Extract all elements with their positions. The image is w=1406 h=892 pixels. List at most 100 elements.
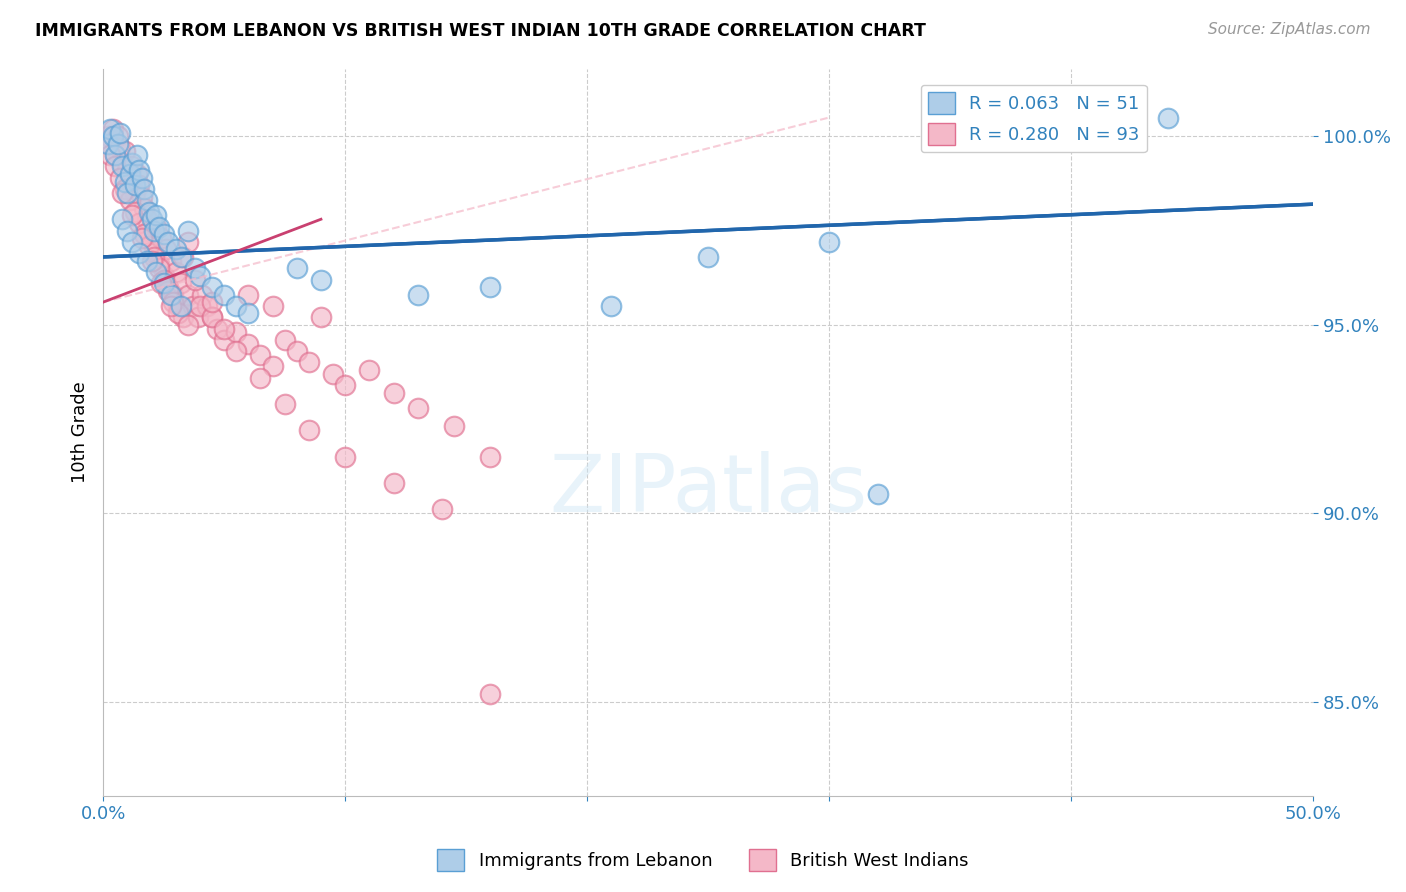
Point <box>333 378 356 392</box>
Point <box>479 450 502 464</box>
Point <box>201 280 224 294</box>
Point <box>212 287 235 301</box>
Point <box>101 121 124 136</box>
Point <box>697 250 720 264</box>
Point <box>141 253 163 268</box>
Point <box>205 321 228 335</box>
Point <box>177 287 200 301</box>
Point <box>141 235 163 249</box>
Point <box>195 299 218 313</box>
Point <box>201 295 224 310</box>
Point <box>382 385 405 400</box>
Point <box>150 277 173 291</box>
Point <box>479 280 502 294</box>
Point <box>225 344 247 359</box>
Point <box>128 178 150 193</box>
Point <box>155 243 177 257</box>
Y-axis label: 10th Grade: 10th Grade <box>72 381 89 483</box>
Point <box>285 344 308 359</box>
Point <box>142 223 165 237</box>
Point <box>406 287 429 301</box>
Point <box>100 148 122 162</box>
Point <box>114 145 136 159</box>
Point <box>172 250 194 264</box>
Point <box>138 238 160 252</box>
Point <box>138 204 160 219</box>
Point <box>117 186 139 200</box>
Point <box>145 209 167 223</box>
Point <box>160 253 183 268</box>
Point <box>145 219 167 234</box>
Point <box>108 126 131 140</box>
Point <box>285 261 308 276</box>
Point <box>167 299 190 313</box>
Point <box>135 253 157 268</box>
Legend: R = 0.063   N = 51, R = 0.280   N = 93: R = 0.063 N = 51, R = 0.280 N = 93 <box>921 85 1147 153</box>
Point <box>866 487 889 501</box>
Point <box>238 306 260 320</box>
Point <box>118 175 141 189</box>
Point <box>157 280 180 294</box>
Text: IMMIGRANTS FROM LEBANON VS BRITISH WEST INDIAN 10TH GRADE CORRELATION CHART: IMMIGRANTS FROM LEBANON VS BRITISH WEST … <box>35 22 927 40</box>
Point <box>177 235 200 249</box>
Point <box>118 167 141 181</box>
Point <box>141 212 163 227</box>
Point <box>238 287 260 301</box>
Point <box>101 129 124 144</box>
Point <box>100 121 122 136</box>
Point <box>104 148 127 162</box>
Point <box>430 502 453 516</box>
Point <box>225 299 247 313</box>
Point <box>107 136 129 151</box>
Point <box>135 194 157 208</box>
Point <box>273 397 295 411</box>
Point <box>128 216 150 230</box>
Point <box>181 299 204 313</box>
Point <box>262 359 284 374</box>
Point <box>125 148 148 162</box>
Point <box>186 310 208 325</box>
Point <box>177 223 200 237</box>
Point <box>121 155 143 169</box>
Point <box>150 231 173 245</box>
Point <box>111 212 134 227</box>
Point <box>121 209 143 223</box>
Point <box>191 287 214 301</box>
Point <box>322 367 344 381</box>
Text: Source: ZipAtlas.com: Source: ZipAtlas.com <box>1208 22 1371 37</box>
Point <box>128 163 150 178</box>
Point <box>142 246 165 260</box>
Point <box>131 170 153 185</box>
Point <box>818 235 841 249</box>
Point <box>162 287 184 301</box>
Point <box>100 136 122 151</box>
Point <box>134 201 156 215</box>
Point <box>406 401 429 415</box>
Point <box>184 261 207 276</box>
Point <box>152 227 174 242</box>
Point <box>128 246 150 260</box>
Point <box>169 250 191 264</box>
Point <box>298 355 321 369</box>
Point <box>188 299 211 313</box>
Point <box>152 268 174 283</box>
Point <box>148 219 170 234</box>
Point <box>148 261 170 276</box>
Point <box>114 175 136 189</box>
Point <box>145 265 167 279</box>
Point <box>157 284 180 298</box>
Point <box>131 189 153 203</box>
Point <box>309 310 332 325</box>
Point <box>152 277 174 291</box>
Point <box>135 212 157 227</box>
Point <box>97 136 120 151</box>
Point <box>333 450 356 464</box>
Point <box>111 160 134 174</box>
Point <box>134 227 156 242</box>
Point <box>212 333 235 347</box>
Point <box>225 326 247 340</box>
Point <box>184 272 207 286</box>
Point <box>107 129 129 144</box>
Point <box>97 129 120 144</box>
Point <box>443 419 465 434</box>
